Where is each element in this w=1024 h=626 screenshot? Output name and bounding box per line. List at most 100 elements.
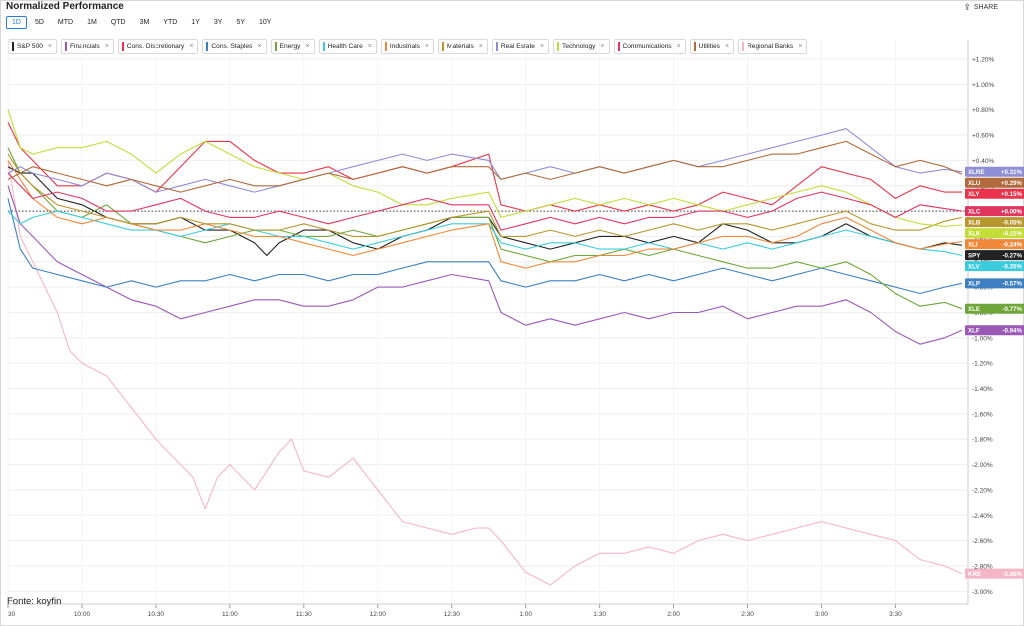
x-tick-label: 12:30 (444, 611, 461, 618)
range-button-qtd[interactable]: QTD (110, 19, 126, 26)
legend-chip[interactable]: Technology × (553, 39, 610, 54)
legend-chip[interactable]: Financials × (61, 39, 114, 54)
share-button[interactable]: ⇪ SHARE (963, 2, 998, 13)
remove-series-icon[interactable]: × (257, 43, 262, 50)
legend-chip[interactable]: Materials × (438, 39, 488, 54)
value-tag (965, 568, 1024, 579)
value-tag-ticker: XLK (968, 230, 981, 237)
legend-swatch (322, 42, 325, 51)
range-button-mtd[interactable]: MTD (57, 19, 74, 26)
value-tag (965, 278, 1024, 289)
value-tag-ticker: XLI (968, 241, 978, 248)
legend-label: Materials (447, 43, 474, 50)
remove-series-icon[interactable]: × (367, 43, 372, 50)
legend-chip[interactable]: Utilities × (689, 39, 735, 54)
y-tick-label: +1.20% (972, 57, 994, 64)
y-tick-label: -1.00% (972, 335, 993, 342)
x-tick-label: 10:30 (148, 611, 165, 618)
remove-series-icon[interactable]: × (539, 43, 545, 50)
series-line-xlc (7, 172, 963, 231)
legend-swatch (557, 42, 560, 51)
value-tag-ticker: XLE (968, 306, 980, 313)
value-tag-ticker: XLB (968, 219, 981, 226)
y-tick-label: -1.60% (972, 411, 993, 418)
remove-series-icon[interactable]: × (47, 43, 53, 50)
legend-chip[interactable]: Health Care × (318, 39, 377, 54)
remove-series-icon[interactable]: × (104, 43, 109, 50)
remove-series-icon[interactable]: × (798, 43, 803, 50)
remove-series-icon[interactable]: × (424, 43, 430, 50)
series-line-xlk (7, 109, 963, 227)
range-button-ytd[interactable]: YTD (163, 19, 178, 26)
value-tag-value: -0.05% (1002, 219, 1022, 226)
value-tag-ticker: KRE (968, 571, 981, 578)
legend-chip[interactable]: Industrials × (380, 39, 435, 54)
remove-series-icon[interactable]: × (305, 43, 310, 50)
range-button-1m[interactable]: 1M (87, 19, 97, 26)
value-tag (965, 325, 1024, 336)
y-tick-label: -1.80% (972, 437, 993, 444)
remove-series-icon[interactable]: × (478, 43, 483, 50)
y-tick-label: +0.80% (972, 107, 994, 114)
x-tick-label: 3:00 (815, 611, 828, 618)
value-tag-value: -0.27% (1002, 252, 1022, 259)
legend-chip[interactable]: Regional Banks × (738, 39, 808, 54)
range-button-10y[interactable]: 10Y (259, 19, 272, 26)
range-button-5y[interactable]: 5Y (236, 19, 246, 26)
share-label: SHARE (973, 4, 998, 11)
range-button-5d[interactable]: 5D (34, 19, 44, 26)
y-tick-label: +0.40% (972, 158, 994, 165)
page-title: Normalized Performance (6, 1, 124, 12)
remove-series-icon[interactable]: × (600, 43, 605, 50)
value-tag-value: -2.86% (1002, 571, 1022, 578)
value-tag (965, 177, 1024, 188)
value-tag (965, 239, 1024, 250)
value-tag-value: +0.15% (1001, 191, 1023, 198)
legend-label: Energy (279, 43, 301, 50)
legend-swatch (617, 42, 620, 51)
legend-chip[interactable]: Cons. Staples × (202, 39, 267, 54)
remove-series-icon[interactable]: × (676, 43, 681, 50)
series-line-xlu (7, 140, 963, 193)
y-tick-label: -2.00% (972, 462, 993, 469)
value-tag-value: -0.57% (1002, 281, 1022, 288)
legend-swatch (495, 42, 498, 51)
legend-label: Industrials (389, 43, 420, 50)
legend-swatch (65, 42, 68, 51)
remove-series-icon[interactable]: × (724, 43, 730, 50)
y-tick-label: -1.20% (972, 361, 993, 368)
series-line-kre (7, 160, 963, 586)
value-tag (965, 261, 1024, 272)
x-tick-label: 30 (8, 611, 16, 618)
value-tag (965, 250, 1024, 261)
x-tick-label: 1:30 (593, 611, 606, 618)
series-line-xlp (7, 198, 963, 295)
y-tick-label: +1.00% (972, 82, 994, 89)
y-tick-label: -3.00% (972, 589, 993, 596)
x-tick-label: 10:00 (74, 611, 91, 618)
x-tick-label: 11:30 (296, 611, 312, 618)
y-tick-label: -2.40% (972, 513, 993, 520)
legend-chip[interactable]: Real Estate × (491, 39, 550, 54)
legend-label: Technology (562, 43, 596, 50)
series-line-xle (7, 147, 963, 310)
series-line-xlre (7, 128, 963, 193)
legend-label: Regional Banks (747, 43, 794, 50)
legend-label: Financials (70, 43, 100, 50)
series-line-xlb (7, 153, 963, 237)
range-button-3m[interactable]: 3M (139, 19, 150, 26)
range-button-1d[interactable]: 1D (6, 16, 27, 29)
legend-chip[interactable]: S&P 500 × (8, 39, 58, 54)
range-button-1y[interactable]: 1Y (191, 19, 200, 26)
value-tag (965, 228, 1024, 239)
legend-swatch (693, 42, 696, 51)
remove-series-icon[interactable]: × (189, 43, 194, 50)
legend-label: Cons. Staples (211, 43, 253, 50)
series-legend: S&P 500 × Financials × Cons. Discretionary × C… (8, 39, 808, 54)
value-tag-ticker: SPY (968, 252, 981, 259)
value-tag-value: -0.35% (1002, 263, 1022, 270)
series-line-xlf (7, 185, 963, 345)
legend-chip[interactable]: Communications × (613, 39, 686, 54)
range-button-3y[interactable]: 3Y (213, 19, 223, 26)
